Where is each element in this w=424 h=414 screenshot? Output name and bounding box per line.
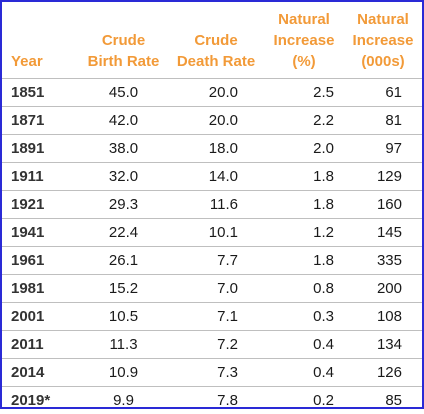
header-k-line-3: (000s) [344,51,422,72]
cell-year: 2014 [2,359,79,387]
cell-natural-increase-pct: 2.2 [264,107,344,135]
cell-birth-rate: 26.1 [79,247,168,275]
cell-death-rate: 7.7 [168,247,264,275]
cell-year: 2019* [2,387,79,414]
header-k-line-2: Increase [344,30,422,51]
cell-year: 1921 [2,191,79,219]
cell-natural-increase-thousands: 129 [344,163,422,191]
cell-year: 1981 [2,275,79,303]
cell-year: 1911 [2,163,79,191]
cell-natural-increase-thousands: 160 [344,191,422,219]
cell-birth-rate: 15.2 [79,275,168,303]
cell-birth-rate: 10.9 [79,359,168,387]
cell-death-rate: 20.0 [168,79,264,107]
cell-year: 1891 [2,135,79,163]
cell-death-rate: 7.8 [168,387,264,414]
header-row: Year Crude Birth Rate Crude Death Rate N… [2,2,422,79]
cell-death-rate: 7.1 [168,303,264,331]
cell-birth-rate: 9.9 [79,387,168,414]
header-natural-increase-thousands: Natural Increase (000s) [344,2,422,79]
header-pct-line-2: Increase [264,30,344,51]
cell-death-rate: 11.6 [168,191,264,219]
header-death-line-1: Crude [168,30,264,51]
cell-natural-increase-thousands: 61 [344,79,422,107]
cell-year: 2001 [2,303,79,331]
cell-year: 1871 [2,107,79,135]
cell-natural-increase-pct: 0.2 [264,387,344,414]
cell-birth-rate: 29.3 [79,191,168,219]
cell-natural-increase-thousands: 108 [344,303,422,331]
cell-natural-increase-pct: 0.8 [264,275,344,303]
cell-death-rate: 14.0 [168,163,264,191]
cell-natural-increase-thousands: 85 [344,387,422,414]
cell-birth-rate: 22.4 [79,219,168,247]
cell-natural-increase-pct: 1.8 [264,163,344,191]
cell-natural-increase-pct: 1.8 [264,191,344,219]
cell-year: 2011 [2,331,79,359]
cell-natural-increase-thousands: 126 [344,359,422,387]
cell-death-rate: 7.2 [168,331,264,359]
cell-natural-increase-thousands: 200 [344,275,422,303]
cell-death-rate: 20.0 [168,107,264,135]
cell-natural-increase-thousands: 335 [344,247,422,275]
header-pct-line-3: (%) [264,51,344,72]
cell-birth-rate: 42.0 [79,107,168,135]
header-k-line-1: Natural [344,9,422,30]
cell-year: 1851 [2,79,79,107]
cell-death-rate: 7.0 [168,275,264,303]
cell-birth-rate: 45.0 [79,79,168,107]
cell-natural-increase-thousands: 81 [344,107,422,135]
cell-death-rate: 7.3 [168,359,264,387]
header-natural-increase-pct: Natural Increase (%) [264,2,344,79]
header-birth-rate: Crude Birth Rate [79,2,168,79]
cell-natural-increase-pct: 2.0 [264,135,344,163]
cell-birth-rate: 10.5 [79,303,168,331]
cell-birth-rate: 38.0 [79,135,168,163]
cell-birth-rate: 32.0 [79,163,168,191]
header-birth-line-2: Birth Rate [79,51,168,72]
cell-birth-rate: 11.3 [79,331,168,359]
cell-death-rate: 18.0 [168,135,264,163]
cell-natural-increase-pct: 1.8 [264,247,344,275]
cell-natural-increase-thousands: 134 [344,331,422,359]
header-death-rate: Crude Death Rate [168,2,264,79]
header-year-line: Year [11,51,79,72]
cell-natural-increase-pct: 1.2 [264,219,344,247]
cell-year: 1941 [2,219,79,247]
cell-natural-increase-pct: 0.4 [264,359,344,387]
header-death-line-2: Death Rate [168,51,264,72]
header-year: Year [2,2,79,79]
header-pct-line-1: Natural [264,9,344,30]
cell-death-rate: 10.1 [168,219,264,247]
cell-year: 1961 [2,247,79,275]
cell-natural-increase-thousands: 145 [344,219,422,247]
header-birth-line-1: Crude [79,30,168,51]
cell-natural-increase-pct: 2.5 [264,79,344,107]
cell-natural-increase-pct: 0.3 [264,303,344,331]
cell-natural-increase-thousands: 97 [344,135,422,163]
cell-natural-increase-pct: 0.4 [264,331,344,359]
